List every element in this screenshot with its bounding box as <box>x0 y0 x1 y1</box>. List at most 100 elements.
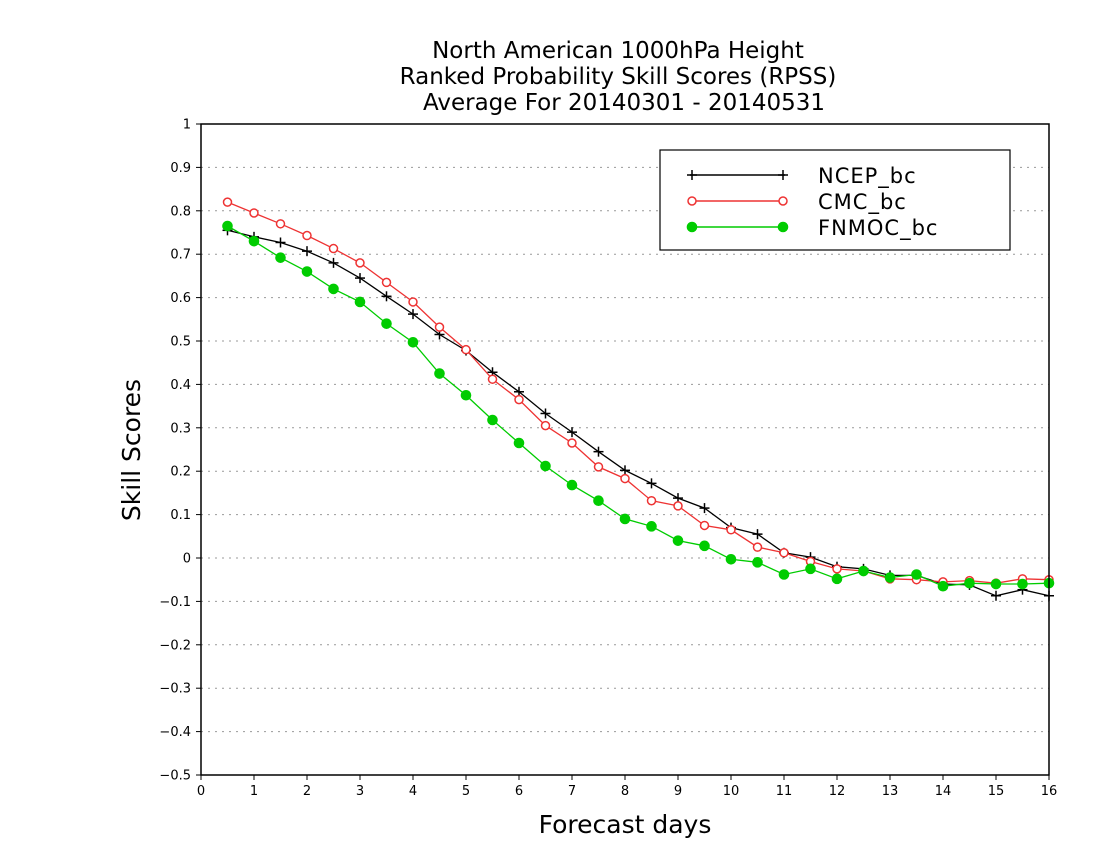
data-point-cmc-bc <box>673 501 683 511</box>
data-point-fnmoc-bc <box>937 580 949 592</box>
data-point-cmc-bc <box>540 420 551 431</box>
data-point-fnmoc-bc <box>619 513 631 525</box>
data-point-fnmoc-bc <box>831 573 843 585</box>
x-tick-label: 12 <box>829 784 846 799</box>
data-point-cmc-bc <box>620 473 630 484</box>
data-point-fnmoc-bc <box>434 368 445 379</box>
data-point-fnmoc-bc <box>540 460 551 472</box>
y-tick-label: −0.2 <box>159 638 191 653</box>
data-point-cmc-bc <box>249 208 259 218</box>
plot-frame <box>200 123 1050 776</box>
legend-marker <box>686 221 698 233</box>
data-point-ncep-bc <box>620 465 630 476</box>
y-tick-label: 0 <box>183 552 191 567</box>
data-point-cmc-bc <box>275 219 286 229</box>
data-point-fnmoc-bc <box>407 337 419 348</box>
chart-title-line-3: Average For 20140301 - 20140531 <box>423 90 825 116</box>
data-point-cmc-bc <box>434 322 445 332</box>
y-tick-label: 0.4 <box>170 378 191 393</box>
data-point-ncep-bc <box>302 246 312 257</box>
x-tick-label: 14 <box>935 784 952 799</box>
x-tick-label: 13 <box>882 784 899 799</box>
data-point-ncep-bc <box>593 446 604 457</box>
data-point-cmc-bc <box>302 230 312 241</box>
data-point-fnmoc-bc <box>1017 578 1028 590</box>
data-point-fnmoc-bc <box>487 414 498 426</box>
x-tick-label: 16 <box>1041 784 1058 799</box>
legend-marker <box>778 196 788 206</box>
data-point-fnmoc-bc <box>725 554 737 565</box>
y-axis-ticks: 1 0.9 0.8 0.7 0.6 0.5 0.4 0.3 0.2 0.1 0 −0.1 −0.2 −0.… <box>159 118 201 784</box>
legend-label-cmc-bc: CMC_bc <box>818 190 907 215</box>
x-tick-label: 4 <box>409 784 417 799</box>
data-point-cmc-bc <box>381 277 392 288</box>
x-tick-label: 11 <box>776 784 793 799</box>
data-point-fnmoc-bc <box>381 318 392 329</box>
data-point-fnmoc-bc <box>699 540 710 552</box>
x-axis-ticks: 0 1 2 3 4 5 6 7 8 9 10 11 12 13 14 15 16 <box>197 775 1057 799</box>
y-tick-label: −0.5 <box>159 769 191 784</box>
chart-title-line-2: Ranked Probability Skill Scores (RPSS) <box>400 64 837 90</box>
data-point-cmc-bc <box>355 258 365 268</box>
data-point-cmc-bc <box>514 394 524 405</box>
data-point-fnmoc-bc <box>752 557 763 568</box>
legend-label-fnmoc-bc: FNMOC_bc <box>818 216 938 241</box>
data-point-cmc-bc <box>779 548 789 558</box>
legend-box <box>659 149 1011 251</box>
x-tick-label: 5 <box>462 784 470 799</box>
data-point-cmc-bc <box>699 520 710 531</box>
x-tick-label: 0 <box>197 784 205 799</box>
data-point-cmc-bc <box>726 525 736 535</box>
data-point-ncep-bc <box>355 273 365 284</box>
data-point-cmc-bc <box>752 542 763 552</box>
y-tick-label: 0.6 <box>170 291 191 306</box>
y-tick-label: 1 <box>183 118 191 133</box>
series-line-cmc-bc <box>227 201 1050 584</box>
data-point-ncep-bc <box>752 529 763 540</box>
data-point-fnmoc-bc <box>858 565 869 577</box>
x-tick-label: 15 <box>988 784 1005 799</box>
data-point-fnmoc-bc <box>301 266 313 277</box>
y-tick-label: 0.5 <box>170 335 191 350</box>
x-tick-label: 1 <box>250 784 258 799</box>
y-tick-label: 0.7 <box>170 248 191 263</box>
y-tick-label: 0.9 <box>170 161 191 176</box>
data-point-fnmoc-bc <box>328 283 339 295</box>
data-point-ncep-bc <box>699 503 710 514</box>
data-point-cmc-bc <box>593 462 604 472</box>
data-point-fnmoc-bc <box>911 569 922 580</box>
y-tick-label: −0.4 <box>159 725 191 740</box>
x-tick-label: 10 <box>723 784 740 799</box>
series-fnmoc-bc <box>222 220 1055 592</box>
x-tick-label: 3 <box>356 784 364 799</box>
x-tick-label: 6 <box>515 784 523 799</box>
y-tick-label: −0.3 <box>159 682 191 697</box>
data-point-fnmoc-bc <box>593 495 604 507</box>
data-point-ncep-bc <box>991 590 1001 601</box>
y-tick-label: −0.1 <box>159 595 191 610</box>
legend-marker <box>778 170 788 180</box>
y-axis-title: Skill Scores <box>117 379 146 521</box>
data-point-cmc-bc <box>408 297 418 307</box>
data-point-cmc-bc <box>487 374 498 384</box>
data-point-fnmoc-bc <box>778 569 790 580</box>
data-point-cmc-bc <box>567 438 577 448</box>
data-point-fnmoc-bc <box>805 563 816 575</box>
chart-title-line-1: North American 1000hPa Height <box>432 38 804 64</box>
legend-marker <box>687 170 697 180</box>
legend-marker <box>687 196 697 206</box>
data-point-cmc-bc <box>461 344 471 355</box>
data-point-ncep-bc <box>328 257 339 268</box>
data-point-fnmoc-bc <box>354 296 366 308</box>
y-tick-label: 0.1 <box>170 508 191 523</box>
x-tick-label: 9 <box>674 784 682 799</box>
data-point-fnmoc-bc <box>964 577 975 589</box>
data-point-ncep-bc <box>408 309 418 320</box>
data-point-fnmoc-bc <box>884 572 896 583</box>
x-axis-title: Forecast days <box>539 810 712 839</box>
data-point-cmc-bc <box>328 243 339 254</box>
legend-entry-ncep-bc: NCEP_bc <box>687 164 916 189</box>
data-point-cmc-bc <box>646 495 657 506</box>
